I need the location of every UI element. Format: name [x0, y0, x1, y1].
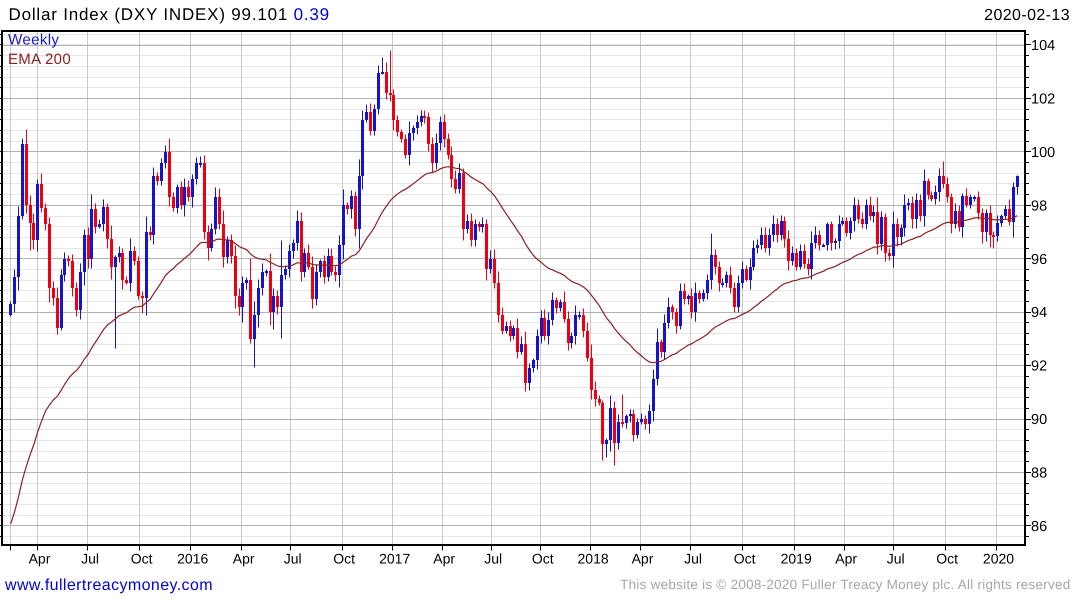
svg-text:94: 94	[1031, 305, 1047, 321]
svg-text:Apr: Apr	[29, 551, 51, 567]
svg-text:98: 98	[1031, 198, 1047, 214]
svg-text:Oct: Oct	[333, 551, 355, 567]
svg-text:Oct: Oct	[532, 551, 554, 567]
svg-text:This website is © 2008-2020 Fu: This website is © 2008-2020 Fuller Treac…	[620, 577, 1070, 592]
svg-text:Jul: Jul	[284, 551, 302, 567]
svg-text:2020: 2020	[983, 551, 1014, 567]
svg-text:Dollar Index (DXY INDEX) 99.10: Dollar Index (DXY INDEX) 99.101 0.39	[9, 5, 330, 24]
svg-text:2017: 2017	[379, 551, 410, 567]
svg-text:Oct: Oct	[131, 551, 153, 567]
svg-text:Jul: Jul	[484, 551, 502, 567]
svg-text:2016: 2016	[177, 551, 208, 567]
svg-text:Jul: Jul	[684, 551, 702, 567]
svg-text:102: 102	[1031, 91, 1055, 107]
svg-text:Oct: Oct	[734, 551, 756, 567]
svg-text:2019: 2019	[781, 551, 812, 567]
svg-text:88: 88	[1031, 466, 1047, 482]
svg-text:2018: 2018	[578, 551, 609, 567]
svg-text:96: 96	[1031, 252, 1047, 268]
svg-text:Weekly: Weekly	[8, 32, 59, 49]
svg-text:Jul: Jul	[81, 551, 99, 567]
svg-text:Apr: Apr	[835, 551, 857, 567]
svg-text:104: 104	[1031, 38, 1055, 54]
svg-text:100: 100	[1031, 145, 1055, 161]
svg-text:Apr: Apr	[433, 551, 455, 567]
svg-text:92: 92	[1031, 359, 1047, 375]
svg-text:Oct: Oct	[936, 551, 958, 567]
svg-text:Apr: Apr	[632, 551, 654, 567]
svg-text:2020-02-13: 2020-02-13	[984, 7, 1070, 24]
svg-text:86: 86	[1031, 519, 1047, 535]
svg-text:EMA 200: EMA 200	[8, 51, 71, 68]
svg-text:Jul: Jul	[887, 551, 905, 567]
svg-text:www.fullertreacymoney.com: www.fullertreacymoney.com	[4, 577, 213, 594]
svg-text:Apr: Apr	[233, 551, 255, 567]
svg-text:90: 90	[1031, 412, 1047, 428]
